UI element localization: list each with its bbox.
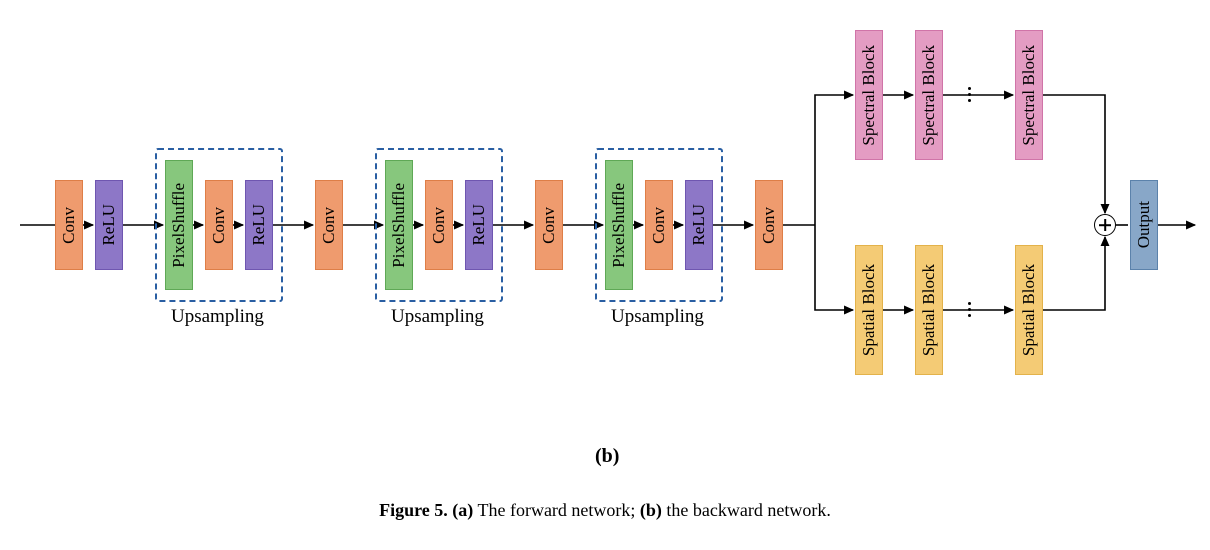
ellipsis-icon — [968, 302, 971, 317]
spectral-block: Spectral Block — [1015, 30, 1043, 160]
spectral-block: Spectral Block — [855, 30, 883, 160]
ellipsis-icon — [968, 87, 971, 102]
upsampling-group — [595, 148, 723, 302]
sum-node — [1094, 214, 1116, 236]
output-block-label: Output — [1134, 201, 1154, 248]
spectral-block-label: Spectral Block — [1019, 45, 1039, 146]
relu-block-label: ReLU — [99, 204, 119, 246]
relu-block: ReLU — [95, 180, 123, 270]
upsampling-group — [375, 148, 503, 302]
figure-caption: Figure 5. (a) The forward network; (b) t… — [0, 500, 1210, 521]
spectral-block-label: Spectral Block — [859, 45, 879, 146]
output-block: Output — [1130, 180, 1158, 270]
spatial-block: Spatial Block — [855, 245, 883, 375]
conv-block: Conv — [315, 180, 343, 270]
upsampling-group — [155, 148, 283, 302]
conv-block-label: Conv — [539, 207, 559, 244]
conv-block: Conv — [755, 180, 783, 270]
spatial-block: Spatial Block — [915, 245, 943, 375]
upsampling-label: Upsampling — [391, 306, 484, 328]
upsampling-label: Upsampling — [171, 306, 264, 328]
spatial-block: Spatial Block — [1015, 245, 1043, 375]
conv-block-label: Conv — [759, 207, 779, 244]
conv-block-label: Conv — [319, 207, 339, 244]
spectral-block: Spectral Block — [915, 30, 943, 160]
conv-block: Conv — [535, 180, 563, 270]
spatial-block-label: Spatial Block — [1019, 264, 1039, 356]
spatial-block-label: Spatial Block — [919, 264, 939, 356]
conv-block: Conv — [55, 180, 83, 270]
spatial-block-label: Spatial Block — [859, 264, 879, 356]
conv-block-label: Conv — [59, 207, 79, 244]
diagram-canvas: ConvReLUPixelShuffleConvReLUConvPixelShu… — [0, 0, 1210, 550]
upsampling-label: Upsampling — [611, 306, 704, 328]
panel-label-b: (b) — [595, 445, 619, 468]
spectral-block-label: Spectral Block — [919, 45, 939, 146]
